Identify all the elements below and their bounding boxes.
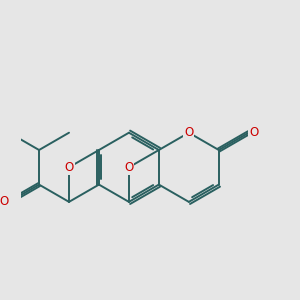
Text: O: O [64, 161, 74, 174]
Text: O: O [0, 195, 8, 208]
Text: O: O [249, 126, 259, 139]
Text: O: O [124, 161, 134, 174]
Text: O: O [184, 126, 194, 139]
